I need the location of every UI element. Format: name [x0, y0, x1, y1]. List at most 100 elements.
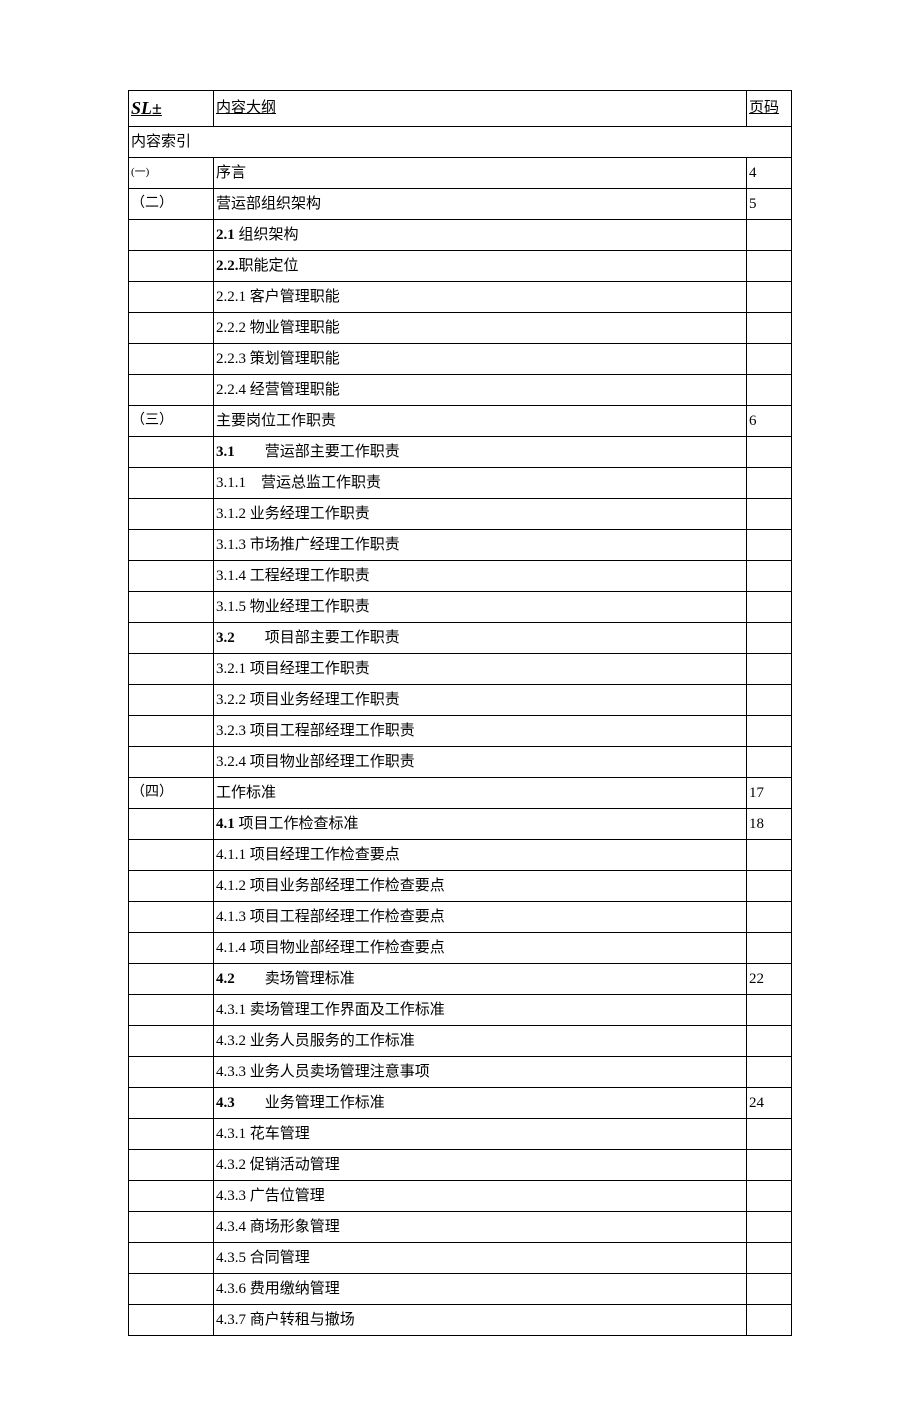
row-content: 4.1.1 项目经理工作检查要点: [214, 839, 747, 870]
row-content: 2.2.4 经营管理职能: [214, 374, 747, 405]
row-page: [747, 622, 792, 653]
row-page: [747, 219, 792, 250]
row-page: [747, 467, 792, 498]
row-number: [129, 963, 214, 994]
index-label: 内容索引: [129, 126, 792, 157]
row-content: 4.3.2 业务人员服务的工作标准: [214, 1025, 747, 1056]
row-content: 工作标准: [214, 777, 747, 808]
row-page: [747, 250, 792, 281]
row-content: 4.1.3 项目工程部经理工作检查要点: [214, 901, 747, 932]
row-page: [747, 901, 792, 932]
row-content: 4.1 项目工作检查标准: [214, 808, 747, 839]
table-row: 4.3.2 业务人员服务的工作标准: [129, 1025, 792, 1056]
bold-prefix: 3.1: [216, 444, 235, 460]
content-rest: 职能定位: [239, 258, 299, 274]
row-content: 4.3.6 费用缴纳管理: [214, 1273, 747, 1304]
table-row: 3.2.2 项目业务经理工作职责: [129, 684, 792, 715]
row-content: 4.3.7 商户转租与撤场: [214, 1304, 747, 1335]
row-content: 3.2.4 项目物业部经理工作职责: [214, 746, 747, 777]
table-row: 4.3.7 商户转租与撤场: [129, 1304, 792, 1335]
row-content: 2.2.3 策划管理职能: [214, 343, 747, 374]
table-row: 4.3.4 商场形象管理: [129, 1211, 792, 1242]
row-number: [129, 684, 214, 715]
row-number: [129, 529, 214, 560]
row-number: [129, 622, 214, 653]
content-rest: 项目部主要工作职责: [235, 630, 400, 646]
bold-prefix: 2.2.: [216, 258, 239, 274]
table-row: 3.1.5 物业经理工作职责: [129, 591, 792, 622]
row-page: 17: [747, 777, 792, 808]
content-rest: 项目工作检查标准: [235, 816, 359, 832]
table-row: 2.2.4 经营管理职能: [129, 374, 792, 405]
row-page: [747, 653, 792, 684]
row-number: [129, 312, 214, 343]
row-page: 4: [747, 157, 792, 188]
row-page: [747, 498, 792, 529]
bold-prefix: 4.2: [216, 971, 235, 987]
table-row: 3.1 营运部主要工作职责: [129, 436, 792, 467]
index-row: 内容索引: [129, 126, 792, 157]
table-row: 3.1.2 业务经理工作职责: [129, 498, 792, 529]
row-page: 5: [747, 188, 792, 219]
row-number: [129, 1056, 214, 1087]
row-page: 22: [747, 963, 792, 994]
row-number: [129, 839, 214, 870]
row-number: [129, 932, 214, 963]
table-row: 4.1.2 项目业务部经理工作检查要点: [129, 870, 792, 901]
row-page: [747, 281, 792, 312]
row-content: 4.3.5 合同管理: [214, 1242, 747, 1273]
row-page: [747, 932, 792, 963]
table-row: （三）主要岗位工作职责6: [129, 405, 792, 436]
table-row: 3.1.3 市场推广经理工作职责: [129, 529, 792, 560]
row-page: [747, 560, 792, 591]
row-content: 3.1 营运部主要工作职责: [214, 436, 747, 467]
row-content: 2.2.职能定位: [214, 250, 747, 281]
bold-prefix: 4.1: [216, 816, 235, 832]
row-number: [129, 219, 214, 250]
table-row: 3.1.4 工程经理工作职责: [129, 560, 792, 591]
row-page: [747, 591, 792, 622]
row-content: 4.3.2 促销活动管理: [214, 1149, 747, 1180]
table-row: (一)序言4: [129, 157, 792, 188]
table-row: 3.2.1 项目经理工作职责: [129, 653, 792, 684]
table-row: 4.1.4 项目物业部经理工作检查要点: [129, 932, 792, 963]
bold-prefix: 4.3: [216, 1095, 235, 1111]
row-page: [747, 839, 792, 870]
row-number: [129, 1273, 214, 1304]
row-content: 3.2.3 项目工程部经理工作职责: [214, 715, 747, 746]
row-number: [129, 653, 214, 684]
row-page: [747, 374, 792, 405]
row-number: （三）: [129, 405, 214, 436]
row-page: [747, 1118, 792, 1149]
table-row: 4.1 项目工作检查标准18: [129, 808, 792, 839]
table-row: 3.1.1 营运总监工作职责: [129, 467, 792, 498]
row-number: [129, 901, 214, 932]
row-page: [747, 1025, 792, 1056]
row-content: 主要岗位工作职责: [214, 405, 747, 436]
content-rest: 卖场管理标准: [235, 971, 355, 987]
row-content: 4.1.2 项目业务部经理工作检查要点: [214, 870, 747, 901]
row-content: 3.1.2 业务经理工作职责: [214, 498, 747, 529]
row-content: 3.1.3 市场推广经理工作职责: [214, 529, 747, 560]
row-number: (一): [129, 157, 214, 188]
row-content: 3.1.1 营运总监工作职责: [214, 467, 747, 498]
table-row: 4.1.1 项目经理工作检查要点: [129, 839, 792, 870]
row-number: [129, 560, 214, 591]
row-content: 营运部组织架构: [214, 188, 747, 219]
row-number: [129, 1149, 214, 1180]
row-page: [747, 1056, 792, 1087]
row-content: 4.3 业务管理工作标准: [214, 1087, 747, 1118]
row-number: [129, 591, 214, 622]
row-number: （二）: [129, 188, 214, 219]
row-content: 3.2.1 项目经理工作职责: [214, 653, 747, 684]
row-page: [747, 1180, 792, 1211]
row-number: [129, 374, 214, 405]
row-page: [747, 436, 792, 467]
table-row: 2.2.1 客户管理职能: [129, 281, 792, 312]
row-number: [129, 715, 214, 746]
row-page: 18: [747, 808, 792, 839]
toc-table: SL± 内容大纲 页码 内容索引 (一)序言4（二）营运部组织架构52.1 组织…: [128, 90, 792, 1336]
row-page: [747, 1304, 792, 1335]
row-content: 2.1 组织架构: [214, 219, 747, 250]
table-row: 4.3.5 合同管理: [129, 1242, 792, 1273]
